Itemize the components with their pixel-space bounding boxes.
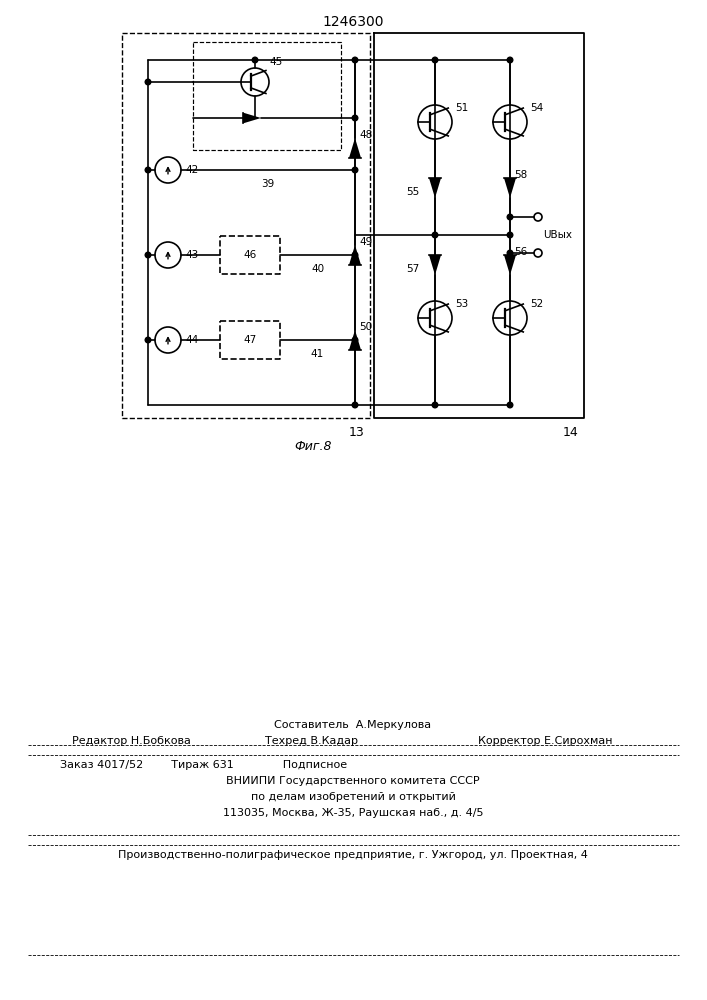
Text: 44: 44 xyxy=(185,335,198,345)
Text: 42: 42 xyxy=(185,165,198,175)
Circle shape xyxy=(145,167,151,173)
Text: Фиг.8: Фиг.8 xyxy=(294,440,332,453)
Circle shape xyxy=(352,337,358,343)
Circle shape xyxy=(352,115,358,121)
Text: 49: 49 xyxy=(359,237,373,247)
Text: 46: 46 xyxy=(243,250,257,260)
Text: 1246300: 1246300 xyxy=(322,15,384,29)
Text: 113035, Москва, Ж-35, Раушская наб., д. 4/5: 113035, Москва, Ж-35, Раушская наб., д. … xyxy=(223,808,484,818)
Text: 54: 54 xyxy=(530,103,543,113)
Circle shape xyxy=(145,79,151,85)
Circle shape xyxy=(507,402,513,408)
Text: Заказ 4017/52        Тираж 631              Подписное: Заказ 4017/52 Тираж 631 Подписное xyxy=(60,760,347,770)
Text: 13: 13 xyxy=(349,426,364,439)
Polygon shape xyxy=(429,255,441,275)
Polygon shape xyxy=(429,178,441,198)
Circle shape xyxy=(145,337,151,343)
Text: 39: 39 xyxy=(262,179,274,189)
Text: 14: 14 xyxy=(562,426,578,439)
Circle shape xyxy=(507,214,513,220)
Polygon shape xyxy=(243,113,261,123)
Circle shape xyxy=(352,167,358,173)
Polygon shape xyxy=(504,178,516,198)
Text: Составитель  А.Меркулова: Составитель А.Меркулова xyxy=(274,720,431,730)
Text: 51: 51 xyxy=(455,103,468,113)
Circle shape xyxy=(432,232,438,238)
Circle shape xyxy=(432,402,438,408)
Circle shape xyxy=(507,250,513,256)
Text: 45: 45 xyxy=(269,57,282,67)
Text: 58: 58 xyxy=(514,170,527,180)
Circle shape xyxy=(352,57,358,63)
Circle shape xyxy=(252,57,258,63)
Polygon shape xyxy=(349,138,361,158)
Polygon shape xyxy=(349,245,361,265)
Text: 41: 41 xyxy=(311,349,324,359)
Text: Редактор Н.Бобкова: Редактор Н.Бобкова xyxy=(72,736,191,746)
Circle shape xyxy=(352,402,358,408)
Text: Корректор Е.Сирохман: Корректор Е.Сирохман xyxy=(478,736,612,746)
Text: 48: 48 xyxy=(359,130,373,140)
Text: 47: 47 xyxy=(243,335,257,345)
Text: 43: 43 xyxy=(185,250,198,260)
Text: 50: 50 xyxy=(359,322,372,332)
Text: 40: 40 xyxy=(311,264,324,274)
Circle shape xyxy=(507,57,513,63)
Text: 55: 55 xyxy=(406,187,419,197)
Polygon shape xyxy=(349,330,361,350)
Text: 53: 53 xyxy=(455,299,468,309)
Text: ВНИИПИ Государственного комитета СССР: ВНИИПИ Государственного комитета СССР xyxy=(226,776,480,786)
Text: по делам изобретений и открытий: по делам изобретений и открытий xyxy=(250,792,455,802)
Text: 52: 52 xyxy=(530,299,543,309)
Circle shape xyxy=(432,57,438,63)
Text: UВых: UВых xyxy=(543,230,572,240)
Text: Техред В.Кадар: Техред В.Кадар xyxy=(265,736,358,746)
Circle shape xyxy=(507,232,513,238)
Circle shape xyxy=(145,252,151,258)
Text: 56: 56 xyxy=(514,247,527,257)
Circle shape xyxy=(352,252,358,258)
Text: 57: 57 xyxy=(406,264,419,274)
Text: Производственно-полиграфическое предприятие, г. Ужгород, ул. Проектная, 4: Производственно-полиграфическое предприя… xyxy=(118,850,588,860)
Polygon shape xyxy=(504,255,516,275)
